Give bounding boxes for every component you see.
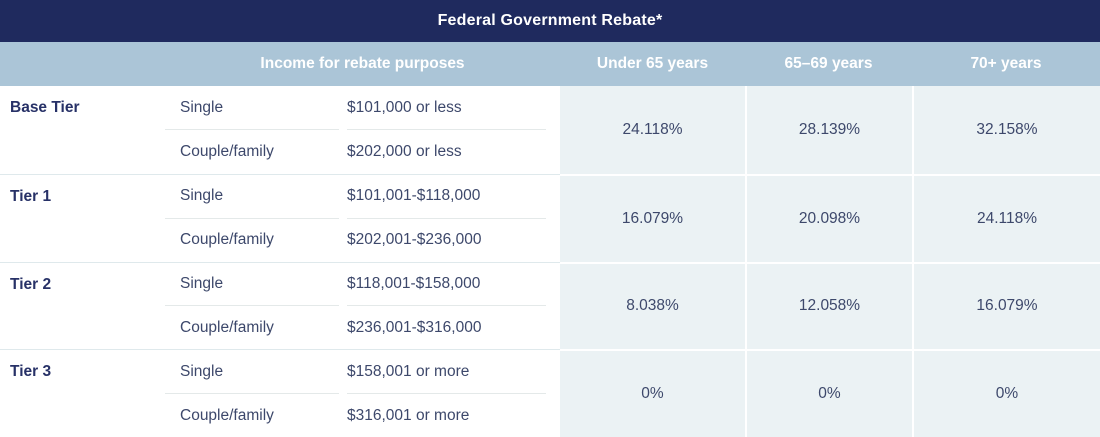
income-range: $158,001 or more (347, 350, 546, 395)
income-range: $202,000 or less (347, 143, 462, 161)
table-body: Base Tier Single Couple/family $101,000 … (0, 86, 1100, 437)
tier-label: Tier 1 (0, 173, 165, 262)
income-range: $118,001-$158,000 (347, 263, 546, 307)
rebate-65-69: 12.058% (745, 261, 912, 350)
rebate-65-69: 20.098% (745, 173, 912, 262)
household-type-column: Single Couple/family (165, 349, 347, 437)
rebate-under-65: 8.038% (560, 261, 745, 350)
income-range: $101,000 or less (347, 86, 546, 131)
household-type: Couple/family (180, 231, 274, 249)
income-column: $158,001 or more $316,001 or more (347, 349, 560, 437)
rebate-65-69: 0% (745, 349, 912, 437)
income-column: $118,001-$158,000 $236,001-$316,000 (347, 261, 560, 350)
tier-group-3: Tier 3 Single Couple/family $158,001 or … (0, 349, 1100, 437)
rebate-under-65: 16.079% (560, 173, 745, 262)
rebate-under-65: 0% (560, 349, 745, 437)
header-65-69-years: 65–69 years (784, 55, 873, 72)
header-income-for-rebate-purposes: Income for rebate purposes (260, 55, 465, 72)
household-type-column: Single Couple/family (165, 261, 347, 350)
tier-label: Tier 2 (0, 261, 165, 350)
rebate-70-plus: 24.118% (912, 173, 1100, 262)
tier-group-1: Tier 1 Single Couple/family $101,001-$11… (0, 173, 1100, 262)
rebate-under-65: 24.118% (560, 86, 745, 174)
household-type-column: Single Couple/family (165, 86, 347, 174)
header-70-plus-years: 70+ years (970, 55, 1042, 72)
income-range: $236,001-$316,000 (347, 318, 482, 336)
tier-group-base: Base Tier Single Couple/family $101,000 … (0, 86, 1100, 174)
household-type-column: Single Couple/family (165, 173, 347, 262)
household-type: Single (165, 350, 339, 395)
tier-group-2: Tier 2 Single Couple/family $118,001-$15… (0, 261, 1100, 350)
household-type: Single (165, 263, 339, 307)
household-type: Couple/family (180, 318, 274, 336)
household-type: Couple/family (180, 406, 274, 424)
household-type: Single (165, 86, 339, 131)
income-column: $101,001-$118,000 $202,001-$236,000 (347, 173, 560, 262)
rebate-70-plus: 32.158% (912, 86, 1100, 174)
household-type: Single (165, 175, 339, 219)
income-column: $101,000 or less $202,000 or less (347, 86, 560, 174)
income-range: $202,001-$236,000 (347, 231, 482, 249)
tier-label: Tier 3 (0, 349, 165, 437)
tier-label: Base Tier (0, 86, 165, 174)
rebate-65-69: 28.139% (745, 86, 912, 174)
table-header-row: Income for rebate purposes Under 65 year… (0, 42, 1100, 86)
header-under-65-years: Under 65 years (596, 55, 709, 72)
table-title: Federal Government Rebate* (0, 0, 1100, 42)
income-range: $316,001 or more (347, 406, 470, 424)
household-type: Couple/family (180, 143, 274, 161)
rebate-70-plus: 16.079% (912, 261, 1100, 350)
rebate-70-plus: 0% (912, 349, 1100, 437)
income-range: $101,001-$118,000 (347, 175, 546, 219)
